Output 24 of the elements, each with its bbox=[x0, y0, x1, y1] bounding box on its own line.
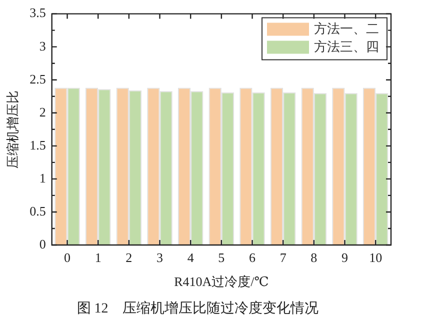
x-tick-label: 0 bbox=[64, 250, 71, 266]
x-tick-label: 6 bbox=[249, 250, 256, 266]
x-tick-label: 2 bbox=[126, 250, 132, 266]
y-tick-label: 0.5 bbox=[30, 203, 46, 218]
y-tick-label: 0 bbox=[39, 236, 46, 252]
y-tick-label: 3 bbox=[39, 38, 46, 54]
x-tick-label: 10 bbox=[369, 250, 382, 266]
x-tick-label: 7 bbox=[280, 250, 287, 266]
x-tick-label: 8 bbox=[310, 250, 318, 266]
y-tick-label: 1 bbox=[39, 170, 46, 186]
x-tick-label: 5 bbox=[218, 250, 225, 266]
y-tick-label: 2.5 bbox=[30, 71, 46, 86]
x-axis-title: R410A过冷度/℃ bbox=[174, 274, 269, 289]
x-tick-label: 1 bbox=[94, 250, 102, 266]
y-tick-label: 3.5 bbox=[30, 5, 46, 20]
y-tick-label: 2 bbox=[39, 104, 46, 120]
x-tick-label: 3 bbox=[156, 250, 164, 266]
x-tick-label: 9 bbox=[342, 250, 348, 266]
x-tick-label: 4 bbox=[187, 250, 194, 266]
y-axis-title: 压缩机增压比 bbox=[5, 90, 20, 168]
text: 图 12 压缩机增压比随过冷度变化情况 bbox=[76, 300, 318, 316]
y-tick-label: 1.5 bbox=[30, 137, 46, 152]
legend-label: 方法一、二 bbox=[314, 21, 379, 36]
legend-label: 方法三、四 bbox=[314, 39, 379, 54]
